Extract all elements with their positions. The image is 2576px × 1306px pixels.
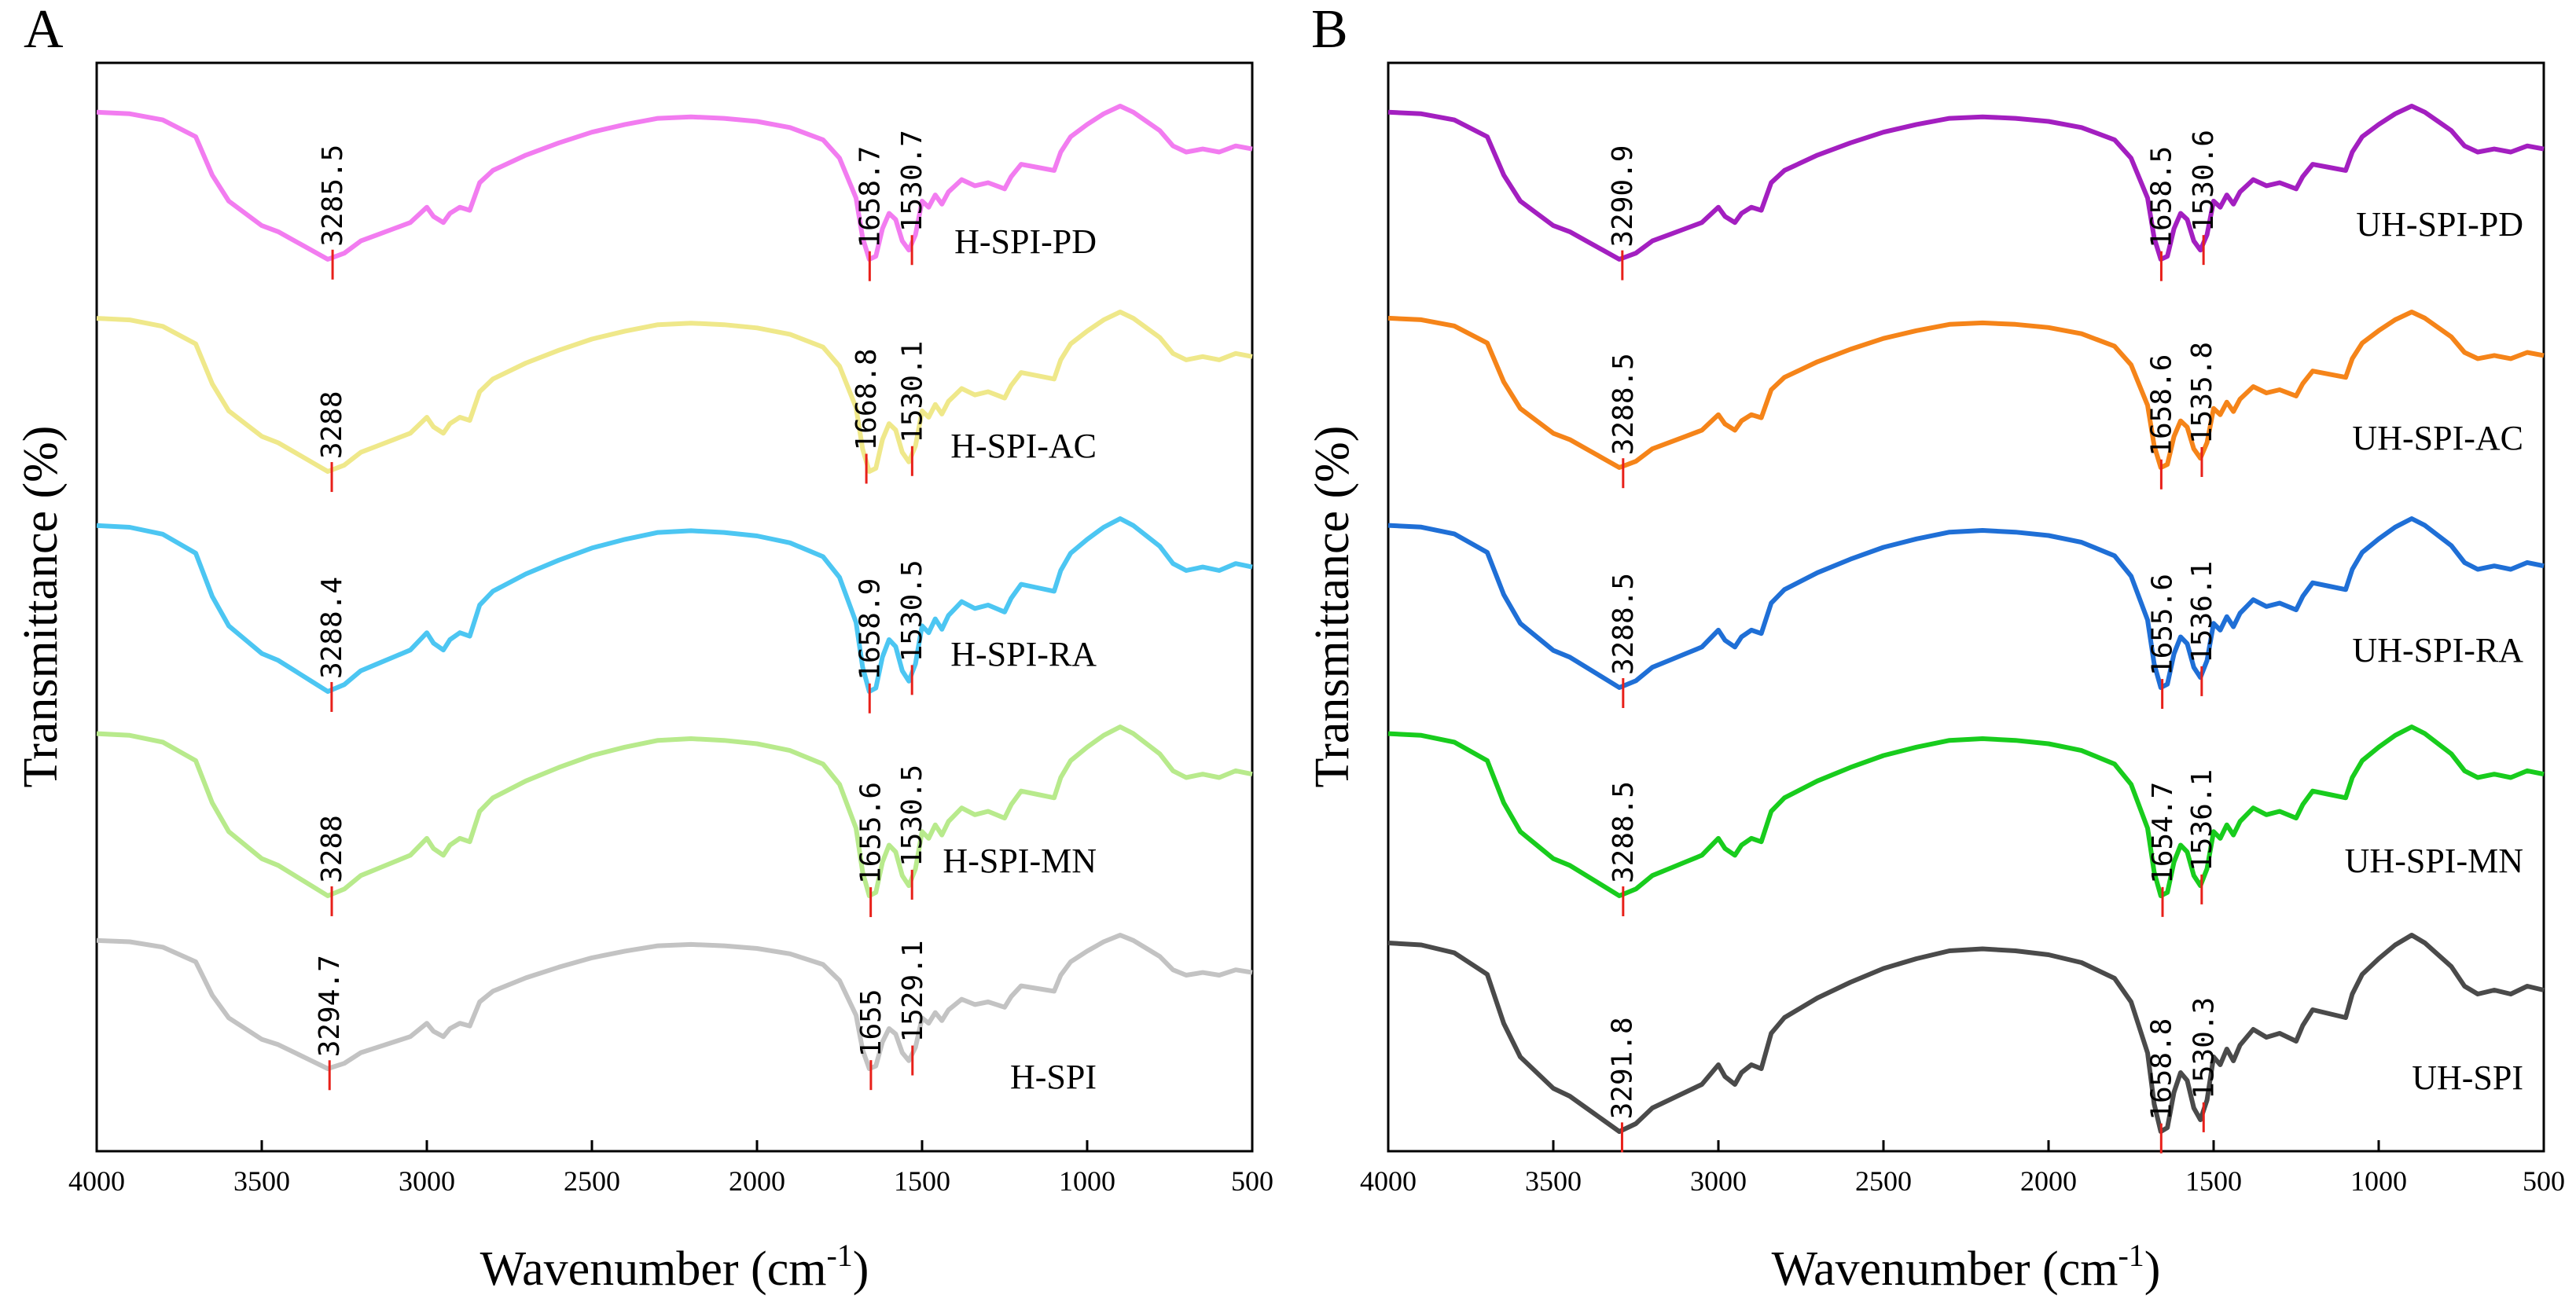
series-line-h-spi-ac	[96, 310, 1253, 474]
series-label: UH-SPI-RA	[2352, 631, 2523, 670]
peak-label: 1658.6	[2145, 354, 2177, 457]
peak-label: 3288.4	[316, 577, 348, 679]
series-line-h-spi-ra	[96, 516, 1253, 694]
series-label: UH-SPI-MN	[2345, 842, 2523, 880]
series-label: H-SPI-MN	[943, 842, 1097, 880]
chart-panel-a: 4000 3500 3000 2500 2000 1500 1000 500 H-SPI-PD 3…	[68, 104, 1273, 1197]
x-tick-label: 4000	[1360, 1165, 1417, 1197]
x-axis-label-a-main: Wavenumber (cm	[480, 1242, 827, 1296]
x-tick-label: 500	[2523, 1165, 2565, 1197]
series-label: H-SPI-RA	[950, 635, 1097, 673]
x-tick-label: 2500	[564, 1165, 620, 1197]
series-label: H-SPI-PD	[954, 222, 1097, 261]
x-tick-label: 2500	[1855, 1165, 1912, 1197]
x-axis-label-b-close: )	[2144, 1242, 2161, 1296]
peak-label: 1530.6	[2188, 130, 2220, 232]
peak-label: 3291.8	[1606, 1017, 1638, 1119]
x-tick-label: 2000	[2020, 1165, 2077, 1197]
y-axis-label-a: Transmittance (%)	[14, 426, 68, 788]
peak-label: 3288	[316, 815, 348, 883]
series-label: UH-SPI-PD	[2356, 205, 2523, 244]
chart-panel-b: 4000 3500 3000 2500 2000 1500 1000 500 UH-SPI-PD…	[1360, 104, 2565, 1197]
plot-frame-a	[95, 61, 1254, 1153]
series-label: H-SPI	[1010, 1058, 1097, 1096]
peak-label: 1654.7	[2147, 782, 2179, 884]
peak-label: 1658.9	[854, 578, 886, 681]
series-line-h-spi-mn	[96, 725, 1253, 898]
peak-label: 3288	[316, 391, 348, 459]
peak-label: 3294.7	[314, 955, 346, 1057]
peak-label: 1658.5	[2145, 146, 2177, 248]
peak-label: 1530.1	[896, 341, 928, 443]
series-label: UH-SPI	[2412, 1058, 2523, 1097]
peak-label: 1658.8	[2145, 1018, 2177, 1121]
peak-label: 3288.5	[1608, 573, 1640, 675]
series-line-uh-spi-ac	[1387, 310, 2545, 470]
x-tick-label: 3500	[1525, 1165, 1582, 1197]
peak-label: 3290.9	[1607, 145, 1639, 248]
peak-label: 1530.3	[2188, 997, 2220, 1099]
peak-label: 1529.1	[897, 940, 929, 1042]
x-tick-label: 1500	[894, 1165, 950, 1197]
x-axis-label-b-main: Wavenumber (cm	[1772, 1242, 2118, 1296]
y-axis-label-b: Transmittance (%)	[1306, 426, 1359, 788]
series-line-h-spi-pd	[96, 104, 1253, 262]
peak-label: 1536.1	[2186, 769, 2218, 871]
x-axis-label-b-sup: -1	[2118, 1238, 2144, 1273]
panel-letter-a: A	[24, 0, 64, 60]
plot-frame-b	[1387, 61, 2545, 1153]
peak-label: 1530.7	[896, 130, 928, 232]
series-label: H-SPI-AC	[950, 427, 1097, 465]
series-line-uh-spi-mn	[1387, 725, 2545, 898]
peak-label: 1530.5	[896, 559, 928, 662]
peak-label: 1536.1	[2186, 561, 2218, 663]
peak-label: 3288.5	[1608, 781, 1640, 883]
peak-label: 1655.6	[2147, 574, 2179, 676]
x-tick-label: 1000	[2350, 1165, 2407, 1197]
peak-label: 1530.5	[896, 765, 928, 867]
x-tick-label: 3000	[1690, 1165, 1747, 1197]
peak-label: 1668.8	[851, 348, 883, 450]
x-tick-label: 1000	[1059, 1165, 1115, 1197]
x-axis-label-a: Wavenumber (cm-1)	[480, 1238, 869, 1296]
x-tick-label: 4000	[68, 1165, 125, 1197]
x-axis-label-a-sup: -1	[826, 1238, 852, 1273]
x-tick-label: 2000	[729, 1165, 785, 1197]
peak-label: 3288.5	[1608, 353, 1640, 455]
x-axis-label-b: Wavenumber (cm-1)	[1772, 1238, 2161, 1296]
peak-label: 1655	[855, 989, 887, 1057]
x-axis-label-a-close: )	[853, 1242, 869, 1296]
peak-label: 1655.6	[855, 782, 887, 884]
x-tick-label: 3000	[399, 1165, 455, 1197]
peak-label: 1658.7	[854, 146, 886, 248]
series-line-uh-spi-ra	[1387, 516, 2545, 690]
series-line-uh-spi	[1387, 933, 2545, 1134]
peak-label: 3285.5	[317, 145, 349, 247]
panel-letter-b: B	[1311, 0, 1348, 60]
x-tick-label: 3500	[233, 1165, 290, 1197]
series-line-h-spi	[96, 933, 1253, 1071]
peak-label: 1535.8	[2186, 342, 2218, 444]
series-line-uh-spi-pd	[1387, 104, 2545, 262]
x-tick-label: 1500	[2185, 1165, 2242, 1197]
series-label: UH-SPI-AC	[2352, 419, 2523, 457]
x-tick-label: 500	[1231, 1165, 1273, 1197]
